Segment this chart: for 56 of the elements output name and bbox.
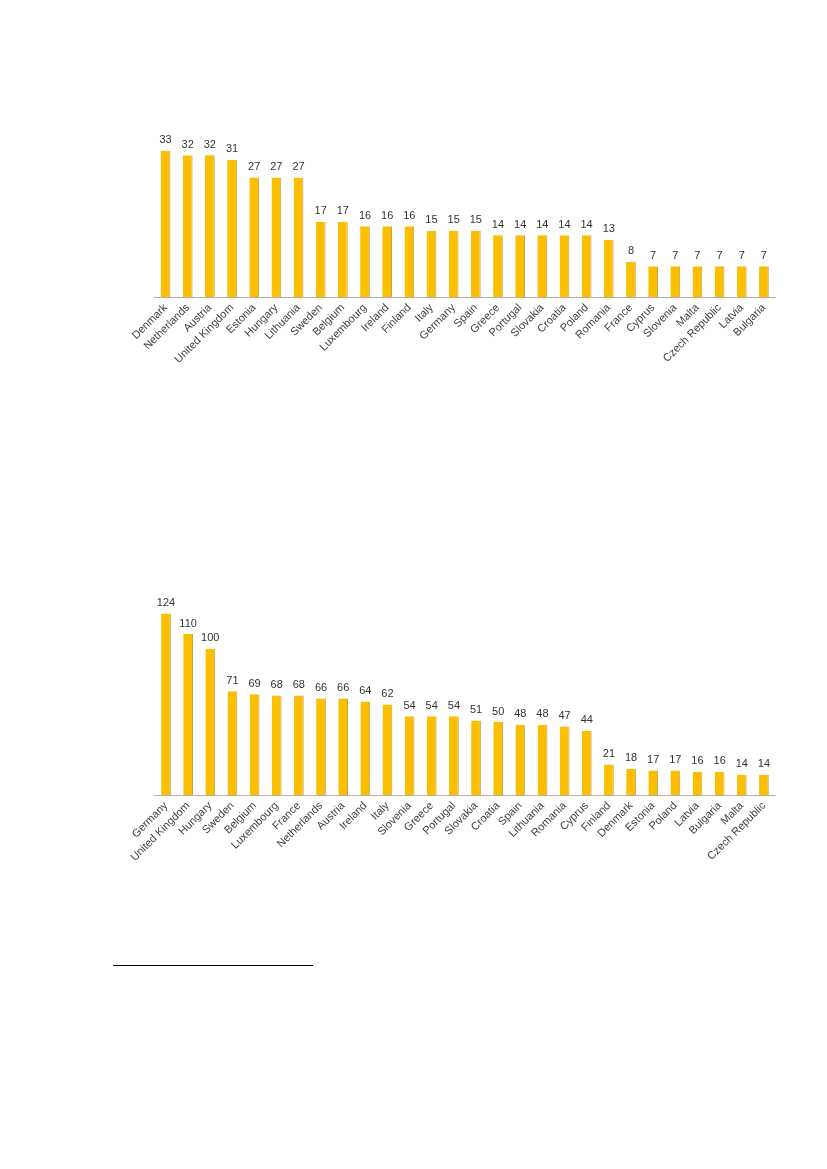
data-label: 16 bbox=[381, 208, 394, 221]
data-label: 7 bbox=[716, 248, 723, 261]
data-label: 16 bbox=[358, 208, 372, 221]
data-label: 32 bbox=[203, 137, 216, 150]
data-label: 47 bbox=[558, 708, 571, 721]
data-label: 15 bbox=[447, 213, 460, 226]
data-label: 27 bbox=[270, 160, 283, 173]
data-label: 7 bbox=[694, 248, 701, 261]
data-label: 54 bbox=[403, 698, 416, 711]
data-label: 14 bbox=[514, 217, 527, 230]
data-label: 7 bbox=[760, 248, 767, 261]
data-label: 13 bbox=[602, 222, 615, 235]
data-label: 7 bbox=[650, 248, 657, 261]
data-label: 64 bbox=[359, 683, 372, 696]
data-label: 16 bbox=[403, 208, 416, 221]
data-label: 17 bbox=[314, 204, 327, 217]
data-label: 100 bbox=[201, 631, 220, 644]
data-label: 124 bbox=[156, 596, 176, 608]
data-label: 8 bbox=[627, 244, 635, 257]
data-label: 14 bbox=[757, 757, 771, 770]
data-label: 110 bbox=[179, 616, 197, 629]
data-label: 16 bbox=[691, 754, 704, 767]
data-label: 21 bbox=[602, 747, 616, 760]
data-label: 32 bbox=[181, 137, 194, 150]
data-label: 31 bbox=[225, 142, 239, 155]
data-label: 44 bbox=[580, 713, 593, 726]
data-label: 7 bbox=[738, 248, 745, 261]
data-label: 15 bbox=[425, 213, 438, 226]
data-label: 66 bbox=[314, 681, 328, 694]
data-label: 27 bbox=[292, 160, 305, 173]
data-label: 17 bbox=[647, 752, 660, 765]
data-label: 50 bbox=[492, 704, 505, 717]
data-label: 14 bbox=[735, 757, 748, 770]
data-label: 69 bbox=[248, 676, 261, 689]
data-label: 17 bbox=[336, 204, 349, 217]
data-label: 18 bbox=[624, 751, 638, 764]
data-label: 7 bbox=[672, 248, 679, 261]
data-label: 33 bbox=[159, 133, 172, 146]
data-label: 54 bbox=[447, 698, 461, 711]
data-label: 48 bbox=[514, 707, 527, 720]
data-label: 14 bbox=[491, 217, 505, 230]
data-label: 17 bbox=[669, 752, 682, 765]
data-label: 14 bbox=[558, 217, 571, 230]
data-label: 51 bbox=[469, 703, 483, 716]
data-label: 14 bbox=[536, 217, 549, 230]
data-label: 68 bbox=[270, 678, 283, 691]
data-label: 16 bbox=[713, 754, 726, 767]
data-label: 62 bbox=[381, 686, 394, 699]
data-label: 68 bbox=[292, 678, 305, 691]
data-label: 14 bbox=[580, 217, 593, 230]
data-label: 71 bbox=[226, 673, 239, 686]
data-label: 66 bbox=[337, 681, 350, 694]
data-label: 54 bbox=[425, 698, 438, 711]
data-label: 27 bbox=[248, 160, 261, 173]
data-label: 48 bbox=[536, 707, 549, 720]
data-label: 15 bbox=[469, 213, 482, 226]
